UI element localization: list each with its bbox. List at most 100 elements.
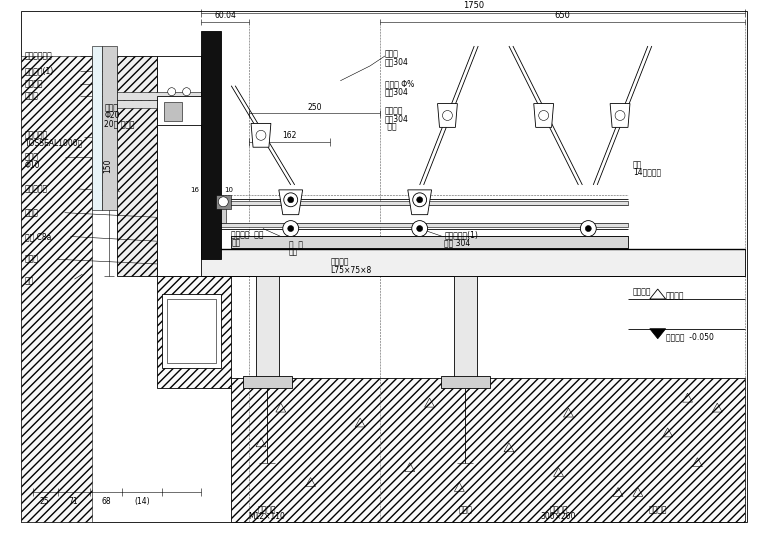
Text: 直杆件 Φ%: 直杆件 Φ%	[385, 79, 414, 88]
Text: 石材密封胶: 石材密封胶	[25, 131, 48, 140]
Text: Φ20: Φ20	[104, 111, 120, 120]
Text: 过渡件: 过渡件	[25, 255, 39, 264]
Polygon shape	[279, 190, 302, 215]
Text: 建筑标高: 建筑标高	[666, 292, 684, 300]
Text: 1750: 1750	[463, 1, 484, 10]
Bar	[163, 101, 182, 121]
Bar	[201, 31, 221, 259]
Circle shape	[283, 221, 299, 236]
Text: 不锈钢托板: 不锈钢托板	[25, 184, 48, 193]
Text: 建筑标高  -0.050: 建筑标高 -0.050	[666, 332, 714, 341]
Bar	[256, 276, 279, 378]
Text: Φ10: Φ10	[25, 160, 40, 170]
Circle shape	[182, 88, 191, 95]
Text: 162: 162	[283, 131, 297, 140]
Polygon shape	[157, 276, 231, 388]
Text: 单号: 单号	[289, 247, 298, 256]
Text: 不锈加件: 不锈加件	[25, 79, 43, 88]
Text: 锦类型桶: 锦类型桶	[258, 505, 276, 514]
Bar	[157, 223, 628, 227]
Text: 泡沫条: 泡沫条	[104, 103, 118, 112]
Circle shape	[256, 131, 266, 140]
Circle shape	[615, 111, 625, 120]
Text: 10: 10	[223, 187, 233, 193]
Text: 68: 68	[101, 498, 111, 506]
Text: 材料304: 材料304	[385, 57, 409, 67]
Polygon shape	[534, 104, 553, 127]
Bar	[243, 376, 292, 388]
Circle shape	[412, 221, 428, 236]
Text: 150: 150	[103, 159, 112, 173]
Text: 单引健座  单引: 单引健座 单引	[231, 230, 264, 239]
Text: 销色钉: 销色钉	[458, 505, 472, 514]
Bar	[166, 299, 217, 364]
Text: 单号: 单号	[231, 238, 240, 247]
Polygon shape	[650, 329, 666, 339]
Polygon shape	[231, 378, 745, 522]
Text: 槽钉 C8a: 槽钉 C8a	[25, 232, 51, 241]
Text: 材料304: 材料304	[385, 87, 409, 96]
Bar	[117, 92, 201, 100]
Bar	[218, 203, 226, 223]
Text: 拖截: 拖截	[385, 122, 397, 131]
Bar	[217, 195, 231, 209]
Text: 漏型件: 漏型件	[25, 208, 39, 217]
Text: 安道型桶: 安道型桶	[648, 505, 667, 514]
Text: 平头偈钉: 平头偈钉	[549, 505, 568, 514]
Circle shape	[416, 197, 423, 203]
Circle shape	[288, 197, 293, 203]
Bar	[157, 249, 745, 276]
Text: 60.04: 60.04	[214, 11, 236, 20]
Text: 江达聊实: 江达聊实	[331, 258, 349, 267]
Text: 300×200: 300×200	[541, 512, 576, 521]
Polygon shape	[251, 124, 271, 147]
Text: 14号水隷钉: 14号水隷钉	[633, 167, 661, 177]
Bar	[117, 100, 201, 107]
Polygon shape	[438, 104, 458, 127]
Text: TOSSEAL1000号: TOSSEAL1000号	[25, 139, 83, 148]
Text: (14): (14)	[134, 498, 150, 506]
Bar	[157, 201, 628, 205]
Text: 建筑标高: 建筑标高	[633, 288, 651, 296]
Bar	[454, 276, 477, 378]
Polygon shape	[650, 289, 666, 299]
Circle shape	[539, 111, 549, 120]
Text: 25: 25	[40, 498, 49, 506]
Bar	[231, 236, 628, 248]
Circle shape	[283, 193, 298, 207]
Circle shape	[168, 88, 176, 95]
Bar	[157, 56, 201, 276]
Circle shape	[288, 225, 293, 231]
Circle shape	[416, 225, 423, 231]
Bar	[103, 46, 117, 210]
Text: 泡沫棒: 泡沫棒	[25, 153, 39, 162]
Text: 墙  号: 墙 号	[289, 240, 302, 249]
Polygon shape	[408, 190, 432, 215]
Circle shape	[413, 193, 426, 207]
Text: 受力拘结件(1): 受力拘结件(1)	[445, 230, 478, 239]
Text: 250: 250	[307, 102, 321, 112]
Text: M12×110: M12×110	[249, 512, 285, 521]
Text: 墙体: 墙体	[25, 276, 34, 286]
Text: 拉杆件: 拉杆件	[385, 49, 399, 59]
Bar	[162, 294, 221, 369]
Circle shape	[585, 225, 591, 231]
Text: 16: 16	[190, 187, 199, 193]
Text: 胶弹中空玻璃: 胶弹中空玻璃	[25, 51, 52, 61]
Text: 材料304: 材料304	[385, 114, 409, 123]
Text: 650: 650	[555, 11, 571, 20]
Circle shape	[581, 221, 597, 236]
Circle shape	[218, 197, 228, 207]
Bar	[157, 95, 204, 125]
Circle shape	[442, 111, 452, 120]
Text: 20号 橡胶坤: 20号 橡胶坤	[104, 119, 135, 128]
Text: 拉杆接头: 拉杆接头	[385, 106, 404, 115]
Text: L75×75×8: L75×75×8	[331, 266, 372, 275]
Bar	[93, 46, 103, 210]
Text: 面板配件(1): 面板配件(1)	[25, 66, 54, 75]
Text: 底座: 底座	[633, 160, 642, 170]
Text: 材料 304: 材料 304	[445, 238, 470, 247]
Polygon shape	[610, 104, 630, 127]
Polygon shape	[117, 56, 157, 276]
Bar	[442, 376, 490, 388]
